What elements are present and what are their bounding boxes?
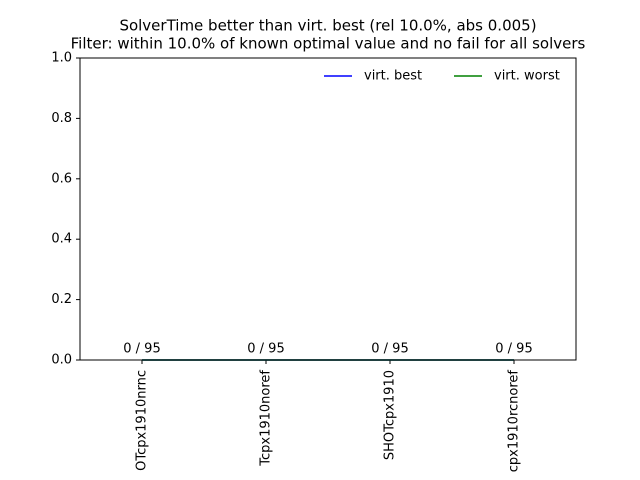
value-label: 0 / 95 [371, 342, 408, 357]
y-tick-label: 0.0 [51, 353, 72, 368]
y-tick-label: 0.4 [51, 232, 72, 247]
x-tick-label: Tcpx1910noref [259, 370, 274, 467]
value-label: 0 / 95 [247, 342, 284, 357]
y-tick-label: 0.2 [51, 292, 72, 307]
value-label: 0 / 95 [495, 342, 532, 357]
x-tick-label: OTcpx1910nrnc [135, 370, 150, 471]
chart-subtitle: Filter: within 10.0% of known optimal va… [71, 35, 586, 53]
legend-label: virt. best [364, 69, 422, 84]
legend-label: virt. worst [494, 69, 560, 84]
y-tick-label: 0.8 [51, 111, 72, 126]
value-label: 0 / 95 [123, 342, 160, 357]
x-tick-label: cpx1910rcnoref [507, 370, 522, 473]
axes-frame [79, 57, 577, 361]
x-tick-label: SHOTcpx1910 [383, 370, 398, 460]
y-tick-label: 1.0 [51, 51, 72, 66]
y-tick-label: 0.6 [51, 171, 72, 186]
chart-title: SolverTime better than virt. best (rel 1… [119, 17, 536, 35]
